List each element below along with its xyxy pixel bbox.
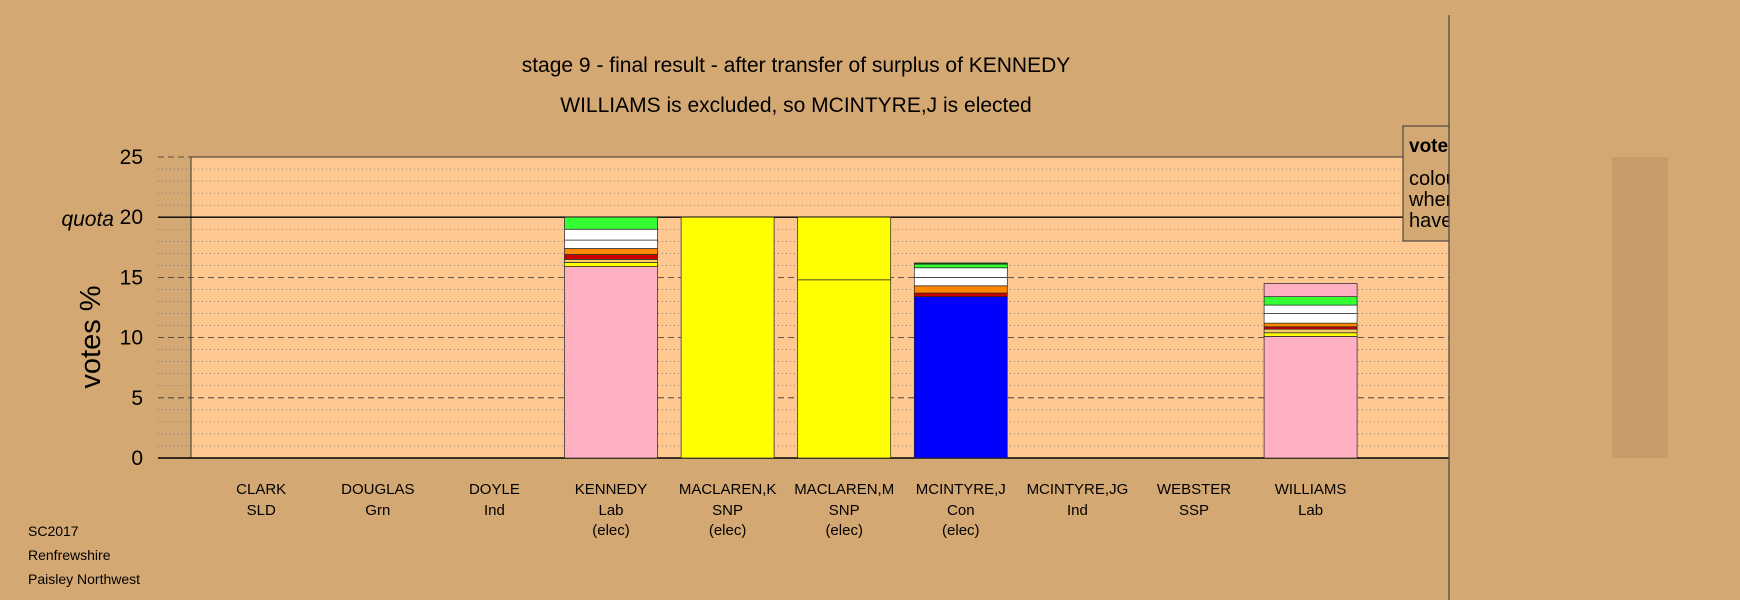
candidate-name: DOYLE [469,481,520,498]
bar-williams-segment [1263,283,1358,298]
bar-mcintyrej-segment [913,277,1008,287]
bar-mcintyrej-segment [913,267,1008,278]
candidate-party: Ind [484,502,505,519]
footer-ward: Paisley Northwest [28,571,140,587]
y-tick-label: 5 [131,387,143,410]
bar-mcintyrej-segment [913,296,1008,459]
y-tick-label: 25 [120,146,143,169]
bar-kennedy-segment [564,248,658,255]
y-tick-label: 0 [131,447,143,470]
bar-maclarenm-segment [797,216,892,281]
candidate-party: Lab [598,502,623,519]
candidate-name: MACLAREN,K [679,481,777,498]
candidate-party: Con [947,502,975,519]
bar-maclarenm-segment [797,279,892,459]
candidate-name: WEBSTER [1157,481,1231,498]
candidate-party: Grn [365,502,390,519]
y-axis-label: votes % [75,285,107,388]
candidate-party: Ind [1067,502,1088,519]
bar-kennedy-segment [564,228,658,241]
candidate-party: SSP [1179,502,1209,519]
candidate-labels: CLARK SLD DOUGLAS Grn DOYLE Ind KENNEDY Lab (ele… [236,481,1580,539]
quota-label: quota [61,208,114,231]
chart-subtitle: WILLIAMS is excluded, so MCINTYRE,J is e… [560,94,1032,117]
bar-mcintyrej-segment [913,262,1008,265]
bar-mcintyrej-segment [913,285,1008,294]
candidate-status: (elec) [942,522,980,539]
bar-williams-segment [1263,304,1358,314]
bar-maclarenk-segment [680,216,775,459]
right-panel-bg [1449,15,1740,600]
candidate-name: MACLAREN,M [794,481,894,498]
bar-williams-segment [1263,326,1358,330]
bar-kennedy-segment [564,266,658,459]
bar-williams-segment [1263,328,1358,334]
bar-kennedy-segment [564,262,658,267]
candidate-party: SNP [712,502,743,519]
candidate-name: WILLIAMS [1275,481,1347,498]
candidate-party: Lab [1298,502,1323,519]
bar-kennedy-segment [564,239,658,249]
bar-mcintyrej-segment [913,292,1008,298]
bar-williams-segment [1263,296,1358,306]
bar-williams-segment [1263,336,1358,459]
footer-council: Renfrewshire [28,547,111,563]
candidate-name: CLARK [236,481,286,498]
candidate-party: SNP [829,502,860,519]
grid-lines [158,156,1668,459]
bar-williams-segment [1263,332,1358,337]
bar-williams-segment [1263,322,1358,328]
candidate-name: MCINTYRE,JG [1027,481,1129,498]
candidate-status: (elec) [825,522,863,539]
candidate-party: SLD [247,502,276,519]
plot-area [190,156,1613,459]
plot-right-margin [1612,157,1668,458]
candidate-name: DOUGLAS [341,481,414,498]
chart-title: stage 9 - final result - after transfer … [522,54,1071,77]
footer-election: SC2017 [28,523,79,539]
bar-mcintyrej-segment [913,263,1008,269]
candidate-name: KENNEDY [575,481,648,498]
y-tick-label: 15 [120,266,143,289]
y-tick-label: 10 [120,327,143,350]
bars [564,216,1588,459]
bar-kennedy-segment [564,216,658,230]
candidate-name: MCINTYRE,J [916,481,1006,498]
y-tick-label: 20 [120,206,143,229]
bar-williams-segment [1263,313,1358,324]
bar-kennedy-segment [564,258,658,263]
candidate-status: (elec) [709,522,747,539]
bar-kennedy-segment [564,254,658,260]
candidate-status: (elec) [592,522,630,539]
